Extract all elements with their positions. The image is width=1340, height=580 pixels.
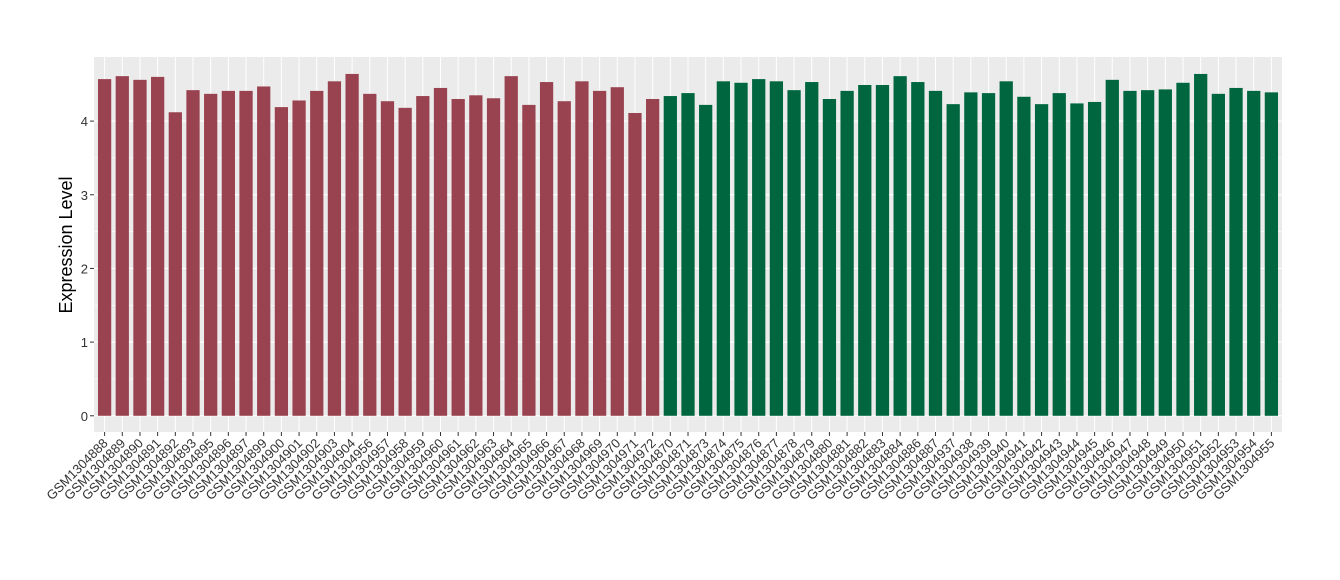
bar [787,90,801,416]
bar [363,93,377,416]
bar [239,90,253,416]
bar [257,86,271,416]
bar [557,101,571,416]
bar [875,84,890,416]
bar [964,92,978,416]
bar [840,90,854,416]
bar [752,79,766,416]
bar [1052,93,1066,416]
bar [539,82,554,416]
bar [1264,92,1279,416]
bar [681,93,695,416]
bar [1247,90,1261,416]
bar [946,104,960,416]
bar [204,93,218,416]
bar [575,81,589,416]
bar [451,98,465,416]
bar [292,100,306,416]
bar [592,90,607,416]
y-tick-label: 0 [81,409,88,424]
bar [186,90,200,416]
bar [893,76,907,416]
bar [734,82,748,416]
bar [1087,101,1102,416]
y-tick-label: 3 [81,188,88,203]
bar [522,104,536,416]
bar [1070,103,1084,416]
bar [1123,90,1137,416]
bar [310,90,324,416]
bar [1194,73,1208,416]
bar [1141,90,1155,416]
bar [97,79,112,416]
bar [1017,96,1031,416]
bar [221,90,235,416]
bar [769,81,784,416]
bar [1229,87,1243,416]
bar [274,107,289,416]
bar [469,95,483,416]
y-axis-title: Expression Level [56,176,76,313]
bar [1034,104,1049,416]
bar [133,79,147,416]
bar [663,96,677,416]
bar [1211,93,1225,416]
bar [699,104,713,416]
bar [911,82,925,416]
bar [716,81,730,416]
bar [1105,79,1119,416]
bar [1176,82,1190,416]
y-tick-label: 4 [81,114,88,129]
bar [504,76,518,416]
y-tick-label: 1 [81,335,88,350]
bar [398,107,412,416]
bar [628,112,642,416]
bar [646,98,660,416]
bar [822,98,837,416]
bar [151,76,165,416]
bar [416,96,430,416]
bar [380,101,395,416]
bar [999,81,1013,416]
bar [928,90,943,416]
bar [858,84,872,416]
bar [345,73,359,416]
y-tick-label: 2 [81,261,88,276]
bar [981,93,996,416]
bar [610,87,624,416]
bar [805,82,819,416]
bar [327,81,342,416]
bar [168,112,182,416]
bar [115,76,129,416]
bar [486,98,501,416]
bar [1158,89,1172,416]
bar [433,87,448,416]
